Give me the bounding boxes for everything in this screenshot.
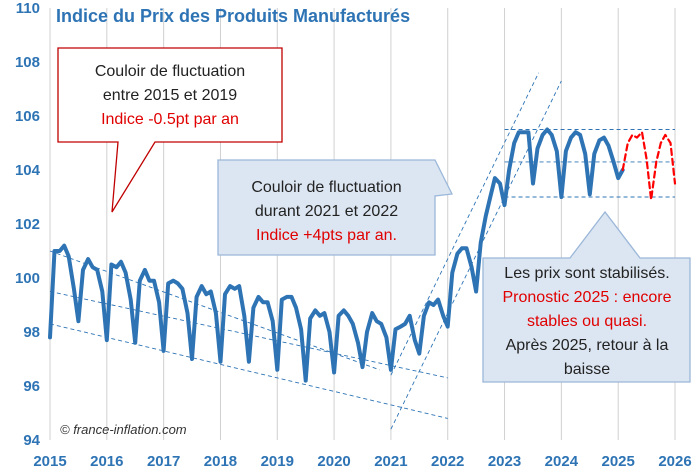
- x-tick-2024: 2024: [545, 453, 579, 470]
- callout-box-2: [217, 159, 453, 256]
- forecast-line: [621, 131, 677, 201]
- axis-ticks: 2015 2016 2017 2018 2019 2020 2021 2022 2023 2024…: [15, 0, 692, 470]
- x-tick-2020: 2020: [317, 453, 350, 470]
- channel-line-4: [390, 80, 562, 430]
- callout-box-1: [57, 47, 283, 213]
- callout-shapes: [57, 47, 691, 383]
- channel-line-2: [49, 291, 448, 379]
- y-tick-100: 100: [15, 270, 40, 287]
- y-tick-106: 106: [15, 108, 40, 125]
- source-credit: © france-inflation.com: [60, 422, 187, 437]
- y-tick-98: 98: [23, 324, 40, 341]
- x-tick-2022: 2022: [431, 453, 464, 470]
- x-tick-2018: 2018: [204, 453, 237, 470]
- callout-3-line-3: Après 2025, retour à la baisse: [505, 337, 669, 378]
- callout-2-line-3: Indice +4pts par an.: [256, 227, 397, 244]
- callout-3-line-1: Les prix sont stabilisés.: [504, 265, 670, 282]
- callout-2-line-1: Couloir de fluctuation: [251, 179, 402, 196]
- callout-2: Couloir de fluctuation durant 2021 et 20…: [218, 176, 435, 248]
- callout-2-line-2: durant 2021 et 2022: [254, 203, 399, 220]
- callout-1: Couloir de fluctuation entre 2015 et 201…: [58, 60, 282, 132]
- series-lines: [48, 127, 677, 383]
- x-tick-2016: 2016: [90, 453, 123, 470]
- price-index-line: [48, 127, 625, 383]
- chart-title: Indice du Prix des Produits Manufacturés: [56, 6, 411, 26]
- x-tick-2017: 2017: [147, 453, 180, 470]
- y-tick-108: 108: [15, 54, 40, 71]
- channel-line-3: [49, 323, 448, 419]
- x-tick-2021: 2021: [374, 453, 407, 470]
- callout-3-line-2: Pronostic 2025 : encore stables ou quasi…: [502, 289, 672, 330]
- x-tick-2026: 2026: [658, 453, 691, 470]
- callout-1-line-2: entre 2015 et 2019: [102, 87, 238, 104]
- callout-1-line-1: Couloir de fluctuation: [94, 63, 246, 80]
- y-tick-102: 102: [15, 216, 40, 233]
- y-tick-104: 104: [15, 162, 41, 179]
- x-tick-2015: 2015: [33, 453, 66, 470]
- x-tick-2019: 2019: [261, 453, 294, 470]
- y-tick-110: 110: [16, 0, 40, 17]
- x-tick-2023: 2023: [488, 453, 521, 470]
- callout-box-3: [482, 210, 691, 383]
- x-tick-2025: 2025: [601, 453, 634, 470]
- y-tick-94: 94: [23, 432, 40, 449]
- y-tick-96: 96: [23, 378, 40, 395]
- callout-3: Les prix sont stabilisés. Pronostic 2025…: [487, 262, 687, 382]
- channel-line-5: [390, 72, 540, 376]
- callout-1-line-3: Indice -0.5pt par an: [101, 111, 239, 128]
